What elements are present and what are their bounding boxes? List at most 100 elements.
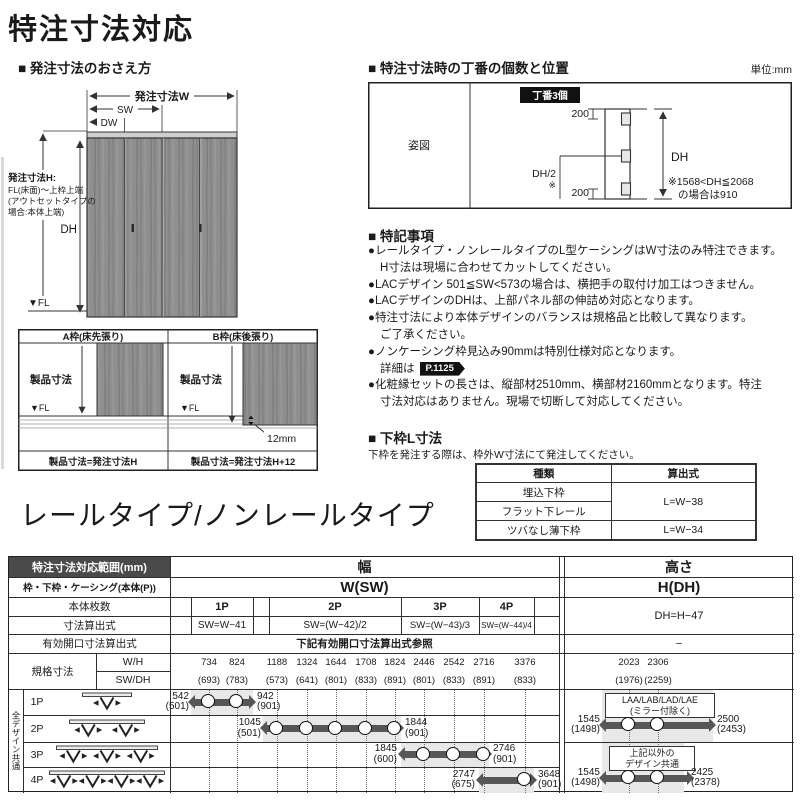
panel-count-label: 本体枚数	[68, 601, 111, 613]
frame-type-diagram: A枠(床先張り) B枠(床後張り) 製品寸法 ▼FL 製品寸法 ▼FL 12mm…	[18, 329, 318, 471]
grid-dotted-line	[483, 689, 485, 793]
panel-header-3P: 3P	[433, 600, 447, 613]
grid-dotted-line	[423, 689, 425, 793]
folding-door-icon-2P	[69, 719, 145, 737]
grid-dotted-line	[335, 689, 337, 793]
range-label: 1844 (901)	[405, 717, 429, 739]
table-rule	[558, 557, 560, 793]
grid-dotted-line	[524, 689, 526, 793]
std-w-value: 1188	[266, 656, 288, 668]
size-dot	[650, 717, 665, 732]
folding-door-icon-1P	[82, 692, 132, 711]
panel-row-label-4P: 4P	[30, 774, 44, 786]
formula-row-label: 寸法算出式	[63, 619, 116, 632]
dim-h-label: 発注寸法H:	[8, 172, 56, 184]
grid-dotted-line	[657, 689, 659, 793]
std-sw-value: (833)	[442, 674, 466, 686]
note-line: ●化粧縁セットの長さは、縦部材2510mm、横部材2160mmとなります。特注	[368, 379, 762, 392]
hinge-count-label: 丁番3個	[532, 89, 568, 102]
dim-dh-label: DH	[60, 224, 77, 236]
std-w-value: 1824	[384, 656, 406, 668]
size-dot	[299, 720, 314, 735]
grid-dotted-line	[208, 689, 210, 793]
sill-row-type: ツバなし薄下枠	[475, 520, 612, 541]
door-drawing	[86, 131, 238, 318]
std-sw-value: (801)	[412, 674, 436, 686]
std-w-value: 1708	[355, 656, 377, 668]
size-dot	[387, 720, 402, 735]
std-w-value: 1324	[296, 656, 318, 668]
hinge-icon	[620, 182, 632, 196]
asterisk-mark: ※	[548, 180, 556, 190]
table-rule	[9, 596, 794, 598]
design-group-label: 上記以外の デザイン共通	[609, 746, 695, 771]
sill-row-type: フラット下レール	[475, 501, 612, 521]
panel-row-label-3P: 3P	[30, 748, 44, 761]
bottom-200-label: 200	[571, 187, 589, 199]
range-bar	[188, 694, 256, 709]
range-label: 2500 (2453)	[717, 713, 746, 735]
note-line: ●LACデザインのDHは、上部パネル部の伸詰め対応となります。	[368, 295, 700, 308]
range-bar	[476, 772, 537, 787]
formula-b: 製品寸法=発注寸法H+12	[190, 456, 296, 468]
table-rule	[9, 615, 559, 617]
order-dimension-diagram: 発注寸法W SW DW 発注寸法H: FL(床面)～上枠上端 (アウトセットタイ…	[8, 89, 238, 318]
hinge-icon	[620, 149, 632, 163]
panel-formula-1P: SW=W−41	[197, 619, 247, 631]
unit-label: 単位:mm	[750, 64, 792, 76]
std-sw-value: (783)	[225, 674, 249, 686]
table-rule	[22, 689, 24, 793]
size-dot	[446, 746, 461, 761]
sill-formula-38: L=W−38	[610, 482, 757, 521]
sill-note: 下枠を発注する際は、枠外W寸法にて発注してください。	[368, 449, 640, 461]
table-rule	[23, 741, 559, 743]
panel-row-label-1P: 1P	[30, 696, 44, 708]
door-post-a	[96, 342, 164, 417]
table-rule	[9, 576, 794, 578]
folding-door-icon-4P	[49, 770, 165, 789]
range-label: 1545 (1498)	[571, 713, 600, 735]
table-rule	[95, 653, 97, 689]
range-label: 2425 (2378)	[691, 766, 720, 788]
opening-ref-cell: 下記有効開口寸法算出式参照	[296, 638, 433, 650]
view-label: 姿図	[408, 139, 430, 152]
range-bar	[599, 770, 694, 785]
door-edge-drawing	[588, 108, 647, 200]
std-sw-value: (833)	[513, 674, 537, 686]
fl-label-b: ▼FL	[180, 403, 199, 413]
dh-half-label: DH/2	[532, 168, 556, 180]
dim-h-note: 場合:本体上端)	[8, 207, 64, 217]
note-line: ●ノンケーシング枠見込み90mmは特別仕様対応となります。	[368, 345, 682, 358]
note-line: 寸法対応はありません。現場で切断して対応してください。	[380, 396, 690, 409]
product-dim-label-a: 製品寸法	[29, 373, 72, 386]
range-title-cell: 特注寸法対応範囲(mm)	[9, 557, 170, 577]
size-dot	[416, 746, 431, 761]
range-label: 2747 (675)	[451, 768, 475, 790]
std-sw-value: (833)	[354, 674, 378, 686]
std-w-value: 2446	[413, 656, 435, 668]
range-label: 3648 (901)	[538, 768, 562, 790]
hinge-count-badge	[520, 87, 580, 103]
formula-a: 製品寸法=発注寸法H	[48, 456, 138, 468]
std-w-value: 1644	[325, 656, 347, 668]
dim-dw-label: DW	[101, 118, 118, 129]
note-line: ●レールタイプ・ノンレールタイプのL型ケーシングはW寸法のみ特注できます。	[368, 245, 782, 257]
table-rule	[23, 714, 559, 716]
table-rule	[268, 597, 270, 634]
door-handle-icon	[199, 224, 202, 232]
size-dot	[621, 770, 636, 785]
size-dot	[476, 746, 491, 761]
size-dot	[201, 694, 216, 709]
hinge-dim-lines	[559, 108, 672, 200]
table-rule	[96, 670, 170, 672]
grid-dotted-line	[306, 689, 308, 793]
dh-note-line1: ※1568<DH≦2068	[668, 176, 754, 188]
grid-dotted-line	[628, 689, 630, 793]
panel-header-4P: 4P	[499, 600, 514, 613]
range-label: 1545 (1498)	[571, 766, 600, 788]
std-h-value: 2306	[647, 656, 669, 668]
frame-b-header: B枠(床後張り)	[213, 331, 274, 343]
hinge-section-heading: ■ 特注寸法時の丁番の個数と位置	[368, 61, 569, 76]
grid-dotted-line	[365, 689, 367, 793]
door-post-b	[242, 342, 318, 426]
